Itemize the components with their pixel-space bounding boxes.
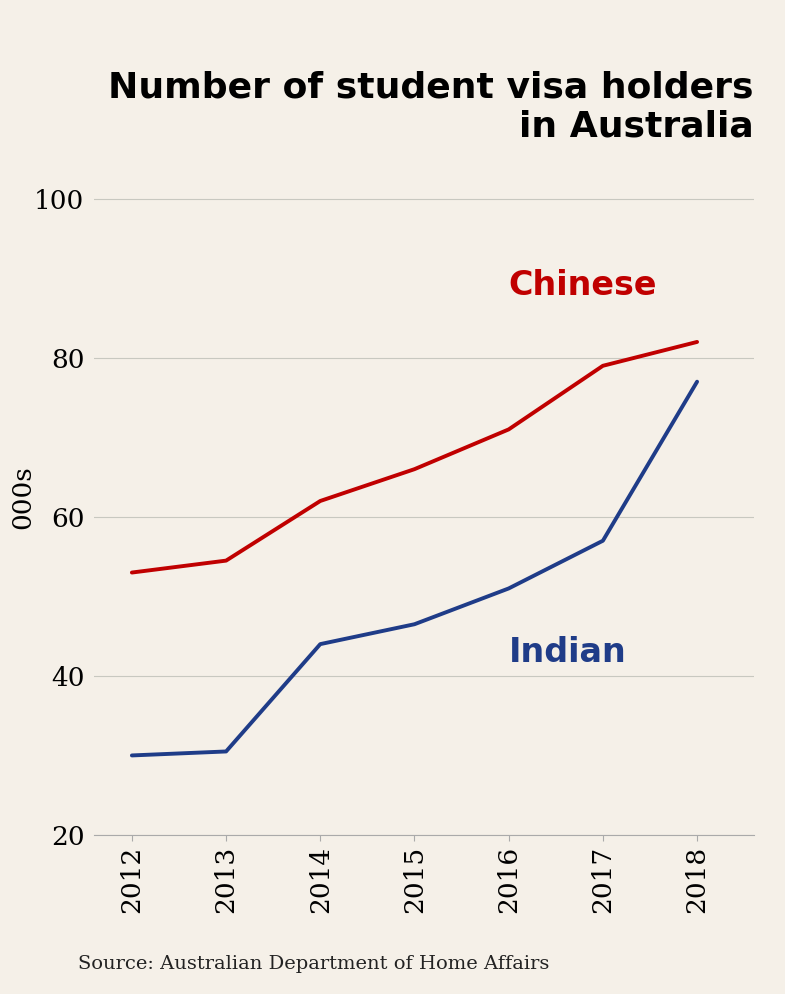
Text: Number of student visa holders
in Australia: Number of student visa holders in Austra… xyxy=(108,71,754,144)
Y-axis label: 000s: 000s xyxy=(11,465,35,529)
Text: Source: Australian Department of Home Affairs: Source: Australian Department of Home Af… xyxy=(78,955,550,973)
Text: Chinese: Chinese xyxy=(509,269,657,302)
Text: Indian: Indian xyxy=(509,636,626,669)
